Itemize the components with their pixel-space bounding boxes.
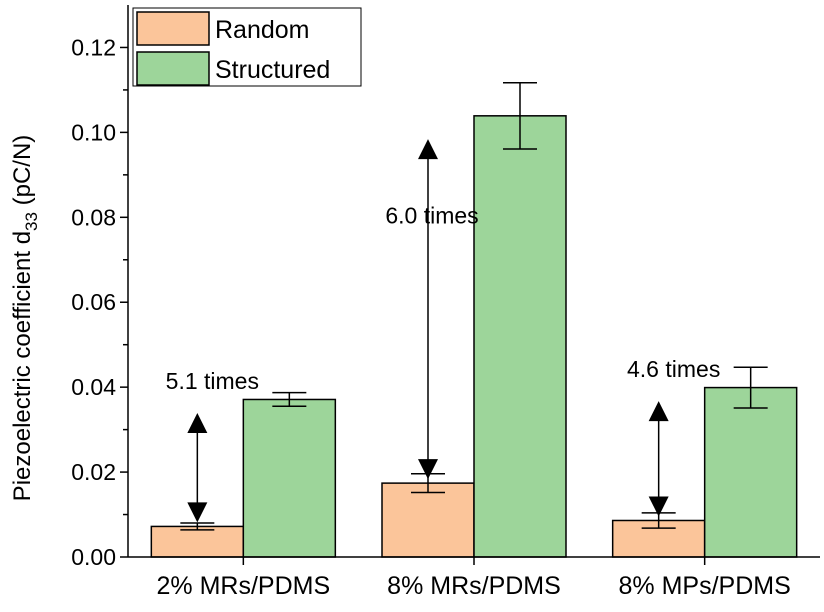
- y-axis-title-unit-text: (pC/N): [9, 135, 36, 206]
- annotation-arrowhead-down-1: [418, 459, 438, 480]
- annotation-arrowhead-up-0: [187, 413, 208, 434]
- y-axis-title-subscript: 33: [22, 212, 41, 231]
- axes-layer: 0.00 0.02 0.04 0.06 0.08 0.10 0.12 2% MRs/PDMS 8…: [71, 5, 820, 600]
- annotation-label-1: 6.0 times: [385, 203, 478, 229]
- y-axis-title-main: Piezoelectric coefficient d: [9, 231, 36, 501]
- annotations-layer: 5.1 times 6.0 times 4.6 times: [166, 139, 720, 523]
- annotation-arrowhead-up-1: [418, 139, 438, 160]
- bars-layer: [150, 81, 798, 558]
- y-tick-label-2: 0.04: [71, 374, 116, 400]
- x-category-label-1: 8% MRs/PDMS: [387, 572, 561, 600]
- x-category-label-2: 8% MPs/PDMS: [619, 572, 791, 600]
- y-tick-label-4: 0.08: [71, 204, 116, 230]
- y-axis-title-unit: [9, 205, 36, 212]
- legend-label-random: Random: [215, 16, 310, 44]
- legend-swatch-random: [136, 11, 210, 46]
- annotation-label-2: 4.6 times: [627, 356, 720, 382]
- y-axis-title: Piezoelectric coefficient d33 (pC/N): [9, 135, 41, 502]
- bar-structured-1: [473, 115, 567, 558]
- annotation-arrowhead-down-2: [648, 496, 669, 517]
- bar-random-0: [150, 525, 245, 558]
- annotation-label-0: 5.1 times: [166, 368, 259, 394]
- bar-structured-0: [242, 398, 337, 558]
- bar-random-1: [381, 482, 475, 558]
- x-category-label-0: 2% MRs/PDMS: [157, 572, 331, 600]
- y-tick-label-5: 0.10: [71, 119, 116, 145]
- bar-structured-2: [703, 386, 798, 558]
- y-tick-label-3: 0.06: [71, 289, 116, 315]
- annotation-arrowhead-down-0: [187, 502, 208, 523]
- y-tick-label-0: 0.00: [71, 544, 116, 570]
- legend: Random Structured: [132, 7, 362, 87]
- annotation-arrowhead-up-2: [648, 401, 669, 422]
- y-tick-label-1: 0.02: [71, 459, 116, 485]
- legend-label-structured: Structured: [215, 56, 330, 84]
- y-tick-label-6: 0.12: [71, 34, 116, 60]
- legend-swatch-structured: [136, 51, 210, 86]
